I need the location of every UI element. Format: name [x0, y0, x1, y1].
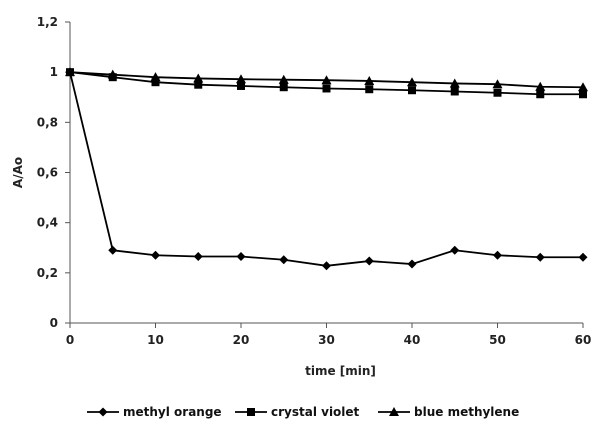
- y-tick-label: 0,2: [37, 266, 58, 280]
- data-point-blue-methylene: [193, 73, 204, 83]
- legend-marker-diamond-icon: [98, 407, 108, 417]
- x-tick-label: 60: [575, 333, 592, 347]
- y-tick-label: 0,8: [37, 115, 58, 129]
- legend-label: crystal violet: [271, 405, 360, 419]
- data-point-methyl-orange: [151, 250, 160, 260]
- data-point-blue-methylene: [321, 75, 332, 85]
- data-point-methyl-orange: [493, 250, 502, 260]
- data-point-methyl-orange: [236, 252, 246, 262]
- data-point-crystal-violet: [408, 86, 416, 95]
- data-point-methyl-orange: [535, 252, 545, 262]
- y-tick-label: 0: [50, 316, 58, 330]
- y-tick-label: 1,2: [37, 15, 58, 29]
- data-point-crystal-violet: [279, 83, 288, 92]
- data-point-crystal-violet: [151, 78, 160, 87]
- series-methyl-orange: [65, 67, 588, 271]
- x-tick-label: 10: [147, 333, 164, 347]
- legend-item-crystal-violet: crystal violet: [235, 405, 360, 419]
- series-crystal-violet: [66, 68, 587, 99]
- series-line-methyl-orange: [69, 71, 583, 267]
- data-point-methyl-orange: [108, 245, 118, 255]
- x-tick-label: 30: [318, 333, 335, 347]
- data-point-methyl-orange: [407, 259, 417, 269]
- x-axis-title: time [min]: [305, 364, 376, 378]
- y-tick-label: 0,4: [37, 216, 58, 230]
- data-point-blue-methylene: [407, 77, 417, 87]
- data-point-methyl-orange: [364, 256, 374, 266]
- legend-label: methyl orange: [123, 405, 222, 419]
- x-tick-label: 40: [404, 333, 421, 347]
- x-tick-label: 0: [66, 333, 74, 347]
- data-point-blue-methylene: [449, 78, 460, 88]
- y-tick-label: 1: [50, 65, 58, 79]
- data-point-crystal-violet: [450, 87, 459, 96]
- legend-item-methyl-orange: methyl orange: [87, 405, 222, 419]
- data-point-blue-methylene: [364, 75, 375, 85]
- data-point-blue-methylene: [278, 74, 289, 84]
- y-axis-title: A/Ao: [11, 157, 25, 188]
- x-tick-label: 50: [489, 333, 506, 347]
- x-tick-label: 20: [233, 333, 250, 347]
- legend-marker-triangle-icon: [389, 407, 399, 416]
- data-point-crystal-violet: [322, 84, 331, 93]
- y-axis: 0 0,2 0,4 0,6 0,8 1 1,2: [37, 15, 71, 330]
- legend: methyl orange crystal violet blue methylen…: [87, 405, 519, 419]
- data-point-methyl-orange: [450, 245, 460, 255]
- legend-item-blue-methylene: blue methylene: [378, 405, 519, 419]
- data-point-methyl-orange: [578, 252, 588, 262]
- x-axis: 0 10 20 30 40 50 60: [66, 322, 592, 347]
- series-group: [65, 67, 588, 271]
- data-point-crystal-violet: [493, 88, 502, 97]
- data-point-blue-methylene: [150, 72, 161, 82]
- data-point-methyl-orange: [193, 252, 203, 262]
- legend-marker-square-icon: [247, 408, 255, 416]
- data-point-blue-methylene: [65, 67, 75, 77]
- data-point-blue-methylene: [492, 79, 503, 89]
- data-point-methyl-orange: [322, 261, 331, 271]
- data-point-blue-methylene: [535, 81, 546, 91]
- data-point-crystal-violet: [579, 90, 587, 99]
- series-blue-methylene: [65, 67, 588, 92]
- data-point-blue-methylene: [236, 74, 246, 84]
- data-point-blue-methylene: [578, 82, 588, 92]
- data-point-methyl-orange: [279, 255, 289, 265]
- legend-label: blue methylene: [414, 405, 519, 419]
- y-tick-label: 0,6: [37, 166, 58, 180]
- data-point-crystal-violet: [536, 90, 545, 99]
- data-point-crystal-violet: [237, 81, 245, 90]
- data-point-blue-methylene: [107, 69, 118, 79]
- data-point-crystal-violet: [194, 80, 203, 89]
- data-point-crystal-violet: [365, 85, 374, 94]
